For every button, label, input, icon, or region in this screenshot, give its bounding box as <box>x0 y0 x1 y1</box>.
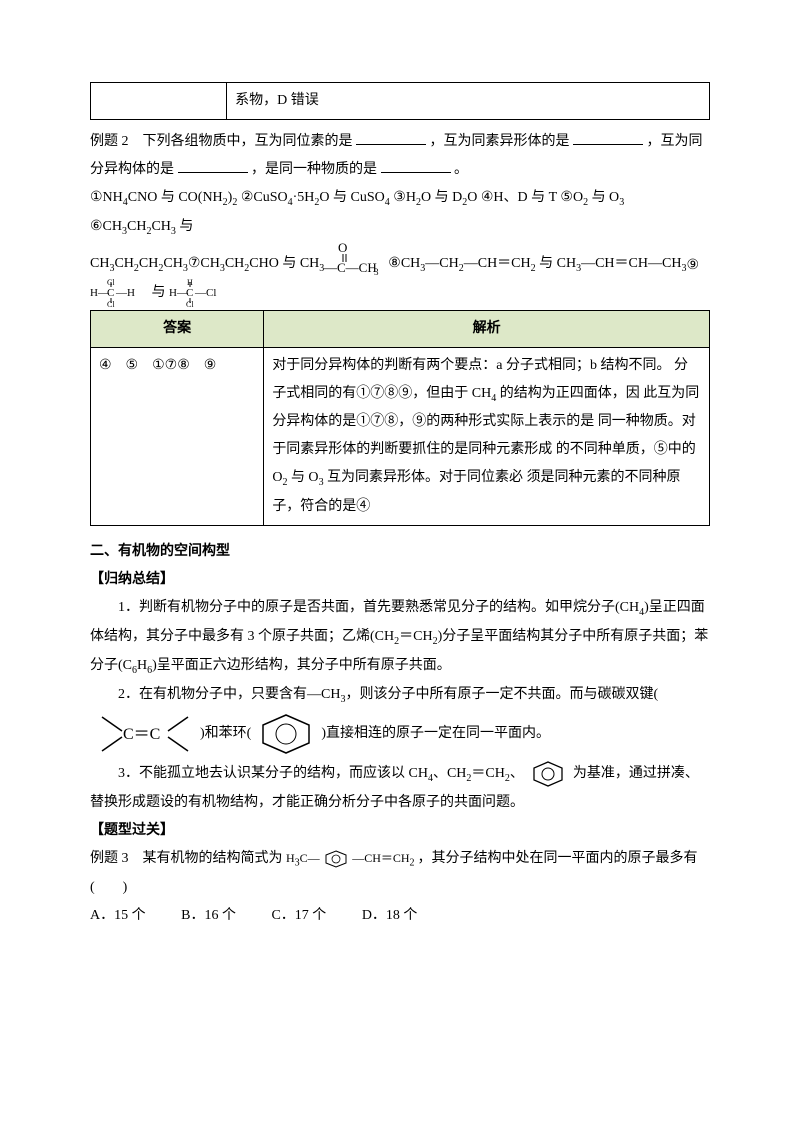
analysis-l2b: 的结构为正四面体，因 <box>496 386 640 401</box>
item5-a: ⑤O <box>560 190 583 205</box>
example2-text-4: ，是同一种物质的是 <box>251 162 377 177</box>
svg-text:H: H <box>187 278 193 287</box>
analysis-l1: 对于同分异构体的判断有两个要点：a 分子式相同；b 结构不同。 <box>272 358 670 373</box>
q-b-mid: —CH＝CH2 <box>352 851 417 865</box>
svg-text:C＝C: C＝C <box>123 726 160 743</box>
example2-items-line2: CH3CH2CH2CH3 ⑦CH3CH2CHO 与 CH3 —C—CH 3 O … <box>90 242 710 276</box>
svg-text:Cl: Cl <box>107 300 115 308</box>
example2-text-5: 。 <box>454 162 468 177</box>
chcl-structure-1-icon: H— C Cl Cl —H <box>90 278 148 308</box>
chcl-structure-2-icon: H— C Cl H —Cl <box>169 278 227 308</box>
item6-d: 与 <box>176 219 194 234</box>
item1-a: ①NH <box>90 190 123 205</box>
example2-prompt: 例题 2 下列各组物质中，互为同位素的是 ，互为同素异形体的是 ，互为同分异构体… <box>90 128 710 184</box>
p2-a: 2．在有机物分子中，只要含有—CH <box>118 687 340 702</box>
double-bond-icon: C＝C <box>90 709 200 759</box>
svg-text:3: 3 <box>374 267 379 276</box>
p2-mid: )和苯环( <box>200 720 251 748</box>
item9-and: 与 <box>152 285 170 300</box>
analysis-l5b: 与 O <box>287 470 318 485</box>
p3-d: 、 <box>510 767 524 782</box>
table1-left <box>91 83 227 120</box>
page-root: 系物，D 错误 例题 2 下列各组物质中，互为同位素的是 ，互为同素异形体的是 … <box>0 0 800 990</box>
svg-text:C: C <box>107 287 114 299</box>
p3-c: ＝CH <box>471 767 504 782</box>
item1-b: CNO 与 CO(NH <box>128 190 223 205</box>
item3-a: ③H <box>393 190 416 205</box>
section2-p2: 2．在有机物分子中，只要含有—CH3，则该分子中所有原子一定不共面。而与碳碳双键… <box>90 681 710 710</box>
example2-text-2: ，互为同素异形体的是 <box>430 134 570 149</box>
section2-p2-structs: C＝C )和苯环( )直接相连的原子一定在同一平面内。 <box>90 709 710 759</box>
blank-4 <box>381 158 451 173</box>
item3-c: O <box>467 190 477 205</box>
p2-b: ，则该分子中所有原子一定不共面。而与碳碳双键( <box>345 687 658 702</box>
table2-analysis-cell: 对于同分异构体的判断有两个要点：a 分子式相同；b 结构不同。 分子式相同的有①… <box>264 347 710 526</box>
svg-text:—Cl: —Cl <box>194 287 216 299</box>
analysis-l5c: 互为同素异形体。对于同位素必 <box>324 470 524 485</box>
q-a: 例题 3 某有机物的结构简式为 <box>90 851 283 866</box>
svg-text:Cl: Cl <box>107 278 115 287</box>
exam-title: 【题型过关】 <box>90 817 710 845</box>
item2-a: ②CuSO <box>241 190 288 205</box>
example2-items-line3: H— C Cl Cl —H 与 H— C Cl H —Cl <box>90 278 710 308</box>
table2-answer-cell: ④ ⑤ ①⑦⑧ ⑨ <box>91 347 264 526</box>
example3-question: 例题 3 某有机物的结构简式为 H3C— —CH＝CH2 ，其分子结构中处在同一… <box>90 845 710 901</box>
p1-e: H <box>137 658 147 673</box>
table2-header-analysis: 解析 <box>264 310 710 347</box>
item2-b: ·5H <box>293 190 315 205</box>
item4: ④H、D 与 T <box>481 190 557 205</box>
q-formula: H3C— <box>286 851 323 865</box>
ketone-structure-icon: —C—CH 3 O <box>324 242 388 276</box>
option-a: A．15 个 <box>90 902 146 930</box>
item6-a: ⑥CH <box>90 219 122 234</box>
answer-table: 答案 解析 ④ ⑤ ①⑦⑧ ⑨ 对于同分异构体的判断有两个要点：a 分子式相同；… <box>90 310 710 527</box>
blank-3 <box>178 158 248 173</box>
svg-text:—H: —H <box>115 287 135 299</box>
benzene-small-icon <box>527 759 569 789</box>
item2-c: O 与 CuSO <box>319 190 384 205</box>
table-fragment-top: 系物，D 错误 <box>90 82 710 120</box>
p3-b: 、CH <box>433 767 466 782</box>
section2-p1: 1．判断有机物分子中的原子是否共面，首先要熟悉常见分子的结构。如甲烷分子(CH4… <box>90 594 710 680</box>
item7-part1: ⑦CH3CH2CHO 与 CH3 <box>188 254 324 276</box>
table2-header-answer: 答案 <box>91 310 264 347</box>
p1-a: 1．判断有机物分子中的原子是否共面，首先要熟悉常见分子的结构。如甲烷分子(CH <box>118 600 639 615</box>
benzene-large-icon <box>251 711 321 757</box>
option-d: D．18 个 <box>362 902 418 930</box>
svg-text:C: C <box>186 287 193 299</box>
svg-text:—C—CH: —C—CH <box>324 260 377 275</box>
p3-a: 3．不能孤立地去认识某分子的结构，而应该以 CH <box>118 767 428 782</box>
section2-p3: 3．不能孤立地去认识某分子的结构，而应该以 CH4、CH2＝CH2、 为基准，通… <box>90 759 710 817</box>
p2-c: )直接相连的原子一定在同一平面内。 <box>321 720 550 748</box>
item3-b: O 与 D <box>421 190 462 205</box>
example2-text-1: 例题 2 下列各组物质中，互为同位素的是 <box>90 134 353 149</box>
benzene-inline-icon <box>323 849 349 869</box>
svg-text:O: O <box>338 242 347 255</box>
section2-subtitle: 【归纳总结】 <box>90 566 710 594</box>
item8: ⑧CH3—CH2—CH＝CH2 与 CH3—CH＝CH—CH3 <box>388 254 686 276</box>
p1-f: )呈平面正六边形结构，其分子中所有原子共面。 <box>152 658 451 673</box>
svg-text:Cl: Cl <box>186 300 194 308</box>
blank-2 <box>573 130 643 145</box>
example2-items-line1: ①NH4CNO 与 CO(NH2)2 ②CuSO4·5H2O 与 CuSO4 ③… <box>90 184 710 242</box>
p1-c: ＝CH <box>399 629 432 644</box>
item5-b: 与 O <box>588 190 619 205</box>
line2-chain: CH3CH2CH2CH3 <box>90 254 188 276</box>
item6-c: CH <box>151 219 170 234</box>
table1-right: 系物，D 错误 <box>227 83 710 120</box>
example3-options: A．15 个 B．16 个 C．17 个 D．18 个 <box>90 902 710 930</box>
item6-b: CH <box>127 219 146 234</box>
option-c: C．17 个 <box>271 902 326 930</box>
blank-1 <box>356 130 426 145</box>
option-b: B．16 个 <box>181 902 236 930</box>
section2-title: 二、有机物的空间构型 <box>90 538 710 566</box>
item9-label: ⑨ <box>686 256 699 276</box>
